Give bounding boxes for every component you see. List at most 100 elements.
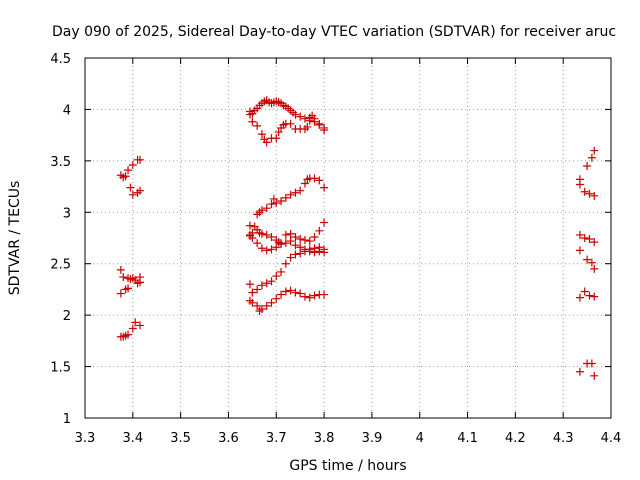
x-tick-label: 3.3	[75, 431, 96, 446]
data-point	[135, 155, 144, 164]
data-point	[310, 291, 319, 300]
data-point	[274, 128, 283, 137]
x-tick-label: 3.6	[218, 431, 239, 446]
data-point	[296, 289, 305, 298]
data-point	[248, 234, 257, 242]
data-point	[315, 243, 324, 252]
data-point	[580, 234, 589, 242]
y-axis-title: SDTVAR / TECUs	[7, 181, 23, 296]
x-tick-label: 4.2	[505, 431, 526, 446]
data-point	[286, 119, 295, 128]
data-point	[257, 206, 266, 215]
data-point	[587, 258, 596, 267]
data-point	[272, 243, 281, 252]
data-point	[253, 301, 262, 310]
data-point	[253, 239, 262, 248]
data-point	[277, 290, 286, 299]
data-point	[590, 264, 599, 273]
data-point	[128, 324, 137, 333]
data-point	[267, 232, 276, 241]
data-point	[116, 265, 125, 274]
data-point	[262, 138, 271, 147]
data-point	[300, 247, 309, 256]
data-point	[575, 367, 584, 376]
data-point	[277, 239, 286, 248]
data-point	[320, 218, 329, 227]
chart-title: Day 090 of 2025, Sidereal Day-to-day VTE…	[52, 24, 616, 40]
x-tick-label: 3.4	[122, 431, 143, 446]
data-point	[315, 226, 324, 235]
data-point	[257, 244, 266, 253]
data-point	[257, 304, 266, 313]
data-point	[587, 359, 596, 368]
data-point	[126, 183, 135, 192]
data-point	[320, 123, 329, 132]
data-point	[300, 114, 309, 123]
data-point	[262, 246, 271, 255]
data-point	[248, 117, 257, 126]
data-point	[296, 235, 305, 244]
data-point	[310, 232, 319, 241]
x-tick-label: 3.5	[170, 431, 191, 446]
data-point	[305, 293, 314, 302]
data-point	[124, 330, 133, 339]
data-point	[580, 287, 589, 296]
data-point	[248, 298, 257, 307]
x-tick-label: 4.4	[601, 431, 622, 446]
data-point	[575, 246, 584, 255]
data-point	[124, 166, 133, 175]
data-point	[585, 291, 594, 300]
data-point	[320, 245, 329, 254]
data-point	[286, 237, 295, 246]
data-point	[262, 279, 271, 288]
data-point	[267, 277, 276, 286]
data-point	[585, 189, 594, 198]
y-tick-label: 4.5	[50, 52, 71, 67]
data-point	[575, 180, 584, 189]
data-point	[277, 196, 286, 205]
data-point	[291, 188, 300, 197]
data-point	[253, 285, 262, 294]
data-point	[124, 284, 133, 293]
y-tick-label: 2	[63, 309, 71, 324]
data-point	[305, 245, 314, 254]
data-point	[590, 191, 599, 200]
data-point	[128, 160, 137, 169]
y-tick-label: 3	[63, 206, 71, 221]
data-point	[281, 193, 290, 202]
data-point	[300, 292, 309, 301]
data-point	[310, 174, 319, 183]
data-point	[131, 318, 140, 327]
data-point	[320, 183, 329, 192]
data-point	[296, 249, 305, 258]
data-point	[135, 186, 144, 195]
data-point	[583, 255, 592, 264]
data-point	[300, 236, 309, 245]
data-point	[286, 286, 295, 295]
data-point	[257, 281, 266, 290]
data-point	[267, 245, 276, 254]
data-point	[587, 153, 596, 162]
data-point	[590, 146, 599, 155]
data-point	[300, 179, 309, 188]
data-point	[257, 130, 266, 139]
x-tick-label: 3.7	[266, 431, 287, 446]
data-point	[296, 112, 305, 121]
data-point	[245, 280, 254, 289]
data-point	[291, 110, 300, 119]
data-point	[245, 221, 254, 230]
data-point	[281, 259, 290, 268]
data-point	[262, 230, 271, 239]
data-point	[135, 278, 144, 287]
data-point	[116, 289, 125, 298]
data-point	[267, 298, 276, 307]
data-point	[585, 235, 594, 244]
data-point	[135, 321, 144, 330]
y-tick-label: 1.5	[50, 361, 71, 376]
data-point	[296, 186, 305, 195]
data-point	[272, 199, 281, 208]
data-point	[315, 119, 324, 128]
data-point	[291, 250, 300, 259]
